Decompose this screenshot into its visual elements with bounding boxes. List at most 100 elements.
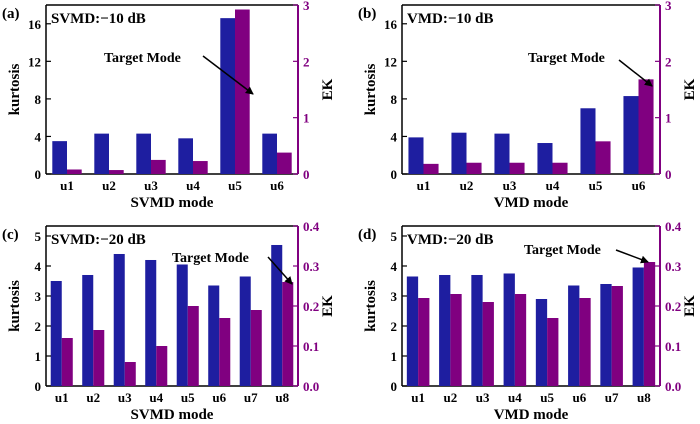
ek-bar [450,294,462,386]
y2-axis-label: EK [320,295,336,317]
ek-bar [250,310,262,386]
x-axis-label: VMD mode [494,407,569,423]
x-tick-label: u2 [460,178,474,193]
x-tick-label: u4 [546,178,560,193]
kurtosis-bar [503,273,515,386]
y-tick-label: 8 [391,92,398,107]
panel-label: (b) [358,6,376,22]
ek-bar [124,362,136,386]
x-tick-label: u4 [508,390,522,405]
y-tick-label: 5 [35,229,42,244]
ek-bar [643,262,656,386]
x-axis-label: SVMD mode [131,195,214,211]
y2-tick-label: 0.3 [665,259,682,274]
y-tick-label: 3 [35,289,42,304]
y2-tick-label: 0.4 [303,219,320,234]
x-tick-label: u3 [144,178,158,193]
y-tick-label: 1 [35,349,42,364]
kurtosis-bar [451,132,467,174]
ek-bar [61,338,73,386]
y2-tick-label: 0.2 [665,299,681,314]
y2-axis-label: EK [320,78,336,100]
y-axis-label: kurtosis [363,280,379,332]
kurtosis-bar [439,274,451,386]
y2-axis-label: EK [682,78,698,100]
x-tick-label: u5 [589,178,603,193]
ek-bar [109,170,124,174]
x-tick-label: u6 [212,390,226,405]
condition-label: VMD:−20 dB [407,232,493,248]
y-tick-label: 16 [28,17,42,32]
y-tick-label: 5 [391,229,398,244]
x-tick-label: u3 [476,390,490,405]
ek-bar [93,330,105,386]
kurtosis-bar [471,274,483,386]
y-tick-label: 12 [28,54,41,69]
y-tick-label: 4 [391,259,398,274]
kurtosis-bar [178,138,193,174]
ek-bar [193,161,208,174]
y-axis-label: kurtosis [7,64,23,116]
x-tick-label: u3 [503,178,517,193]
y2-tick-label: 0.1 [303,339,319,354]
target-mode-arrow [202,55,254,95]
kurtosis-bar [408,137,424,174]
y-tick-label: 0 [391,379,398,394]
x-tick-label: u5 [540,390,554,405]
y-tick-label: 0 [35,167,42,182]
y2-tick-label: 0 [303,167,310,182]
x-tick-label: u4 [149,390,163,405]
ek-bar [277,152,292,174]
x-tick-label: u1 [60,178,74,193]
kurtosis-bar [632,267,644,386]
y-tick-label: 1 [391,349,398,364]
x-axis-label: VMD mode [494,195,569,211]
kurtosis-bar [50,280,62,386]
ek-bar [638,79,654,174]
x-tick-label: u2 [444,390,458,405]
ek-bar [418,298,430,386]
x-tick-label: u7 [244,390,258,405]
kurtosis-bar [271,244,283,386]
ek-bar [611,286,623,386]
chart-panel-4: u1 u2 u3 u4 u5 u6 u7 u8 0 1 2 3 4 5 0.0 0.1 0.2 0.3 0.4 kur… [358,219,698,423]
target-mode-label: Target Mode [524,243,601,258]
x-tick-label: u2 [86,390,100,405]
x-tick-label: u5 [181,390,195,405]
kurtosis-bar [239,276,251,386]
panel-label: (a) [2,6,20,22]
y2-tick-label: 0.0 [665,379,681,394]
condition-label: VMD:−10 dB [407,11,493,27]
y2-tick-label: 0.0 [303,379,319,394]
x-tick-label: u7 [605,390,619,405]
y-tick-label: 0 [35,379,42,394]
y2-tick-label: 3 [665,0,672,13]
kurtosis-bar [52,141,67,174]
y2-tick-label: 1 [665,111,672,126]
y-tick-label: 12 [384,54,397,69]
x-tick-label: u6 [573,390,587,405]
ek-bar [156,346,168,386]
y-tick-label: 0 [391,167,398,182]
kurtosis-bar [568,285,580,386]
x-tick-label: u1 [55,390,69,405]
kurtosis-bar [535,298,548,386]
target-mode-arrow [618,59,653,87]
panel-label: (c) [2,227,19,243]
kurtosis-bar [494,133,510,174]
ek-bar [595,141,611,174]
y-tick-label: 2 [391,319,398,334]
kurtosis-bar [208,285,220,386]
chart-panel-3: u1 u2 u3 u4 u5 u6 u7 u8 0 1 2 3 4 5 0.0 0.1 0.2 0.3 0.4 kur… [2,219,336,423]
x-tick-label: u6 [270,178,284,193]
ek-bar [547,318,559,386]
condition-label: SVMD:−10 dB [51,11,146,27]
y2-tick-label: 2 [665,54,672,69]
kurtosis-bar [145,259,157,386]
y2-tick-label: 3 [303,0,310,13]
x-tick-label: u5 [228,178,242,193]
y2-tick-label: 0.4 [665,219,682,234]
x-axis-label: SVMD mode [131,407,214,423]
target-mode-label: Target Mode [104,51,181,66]
